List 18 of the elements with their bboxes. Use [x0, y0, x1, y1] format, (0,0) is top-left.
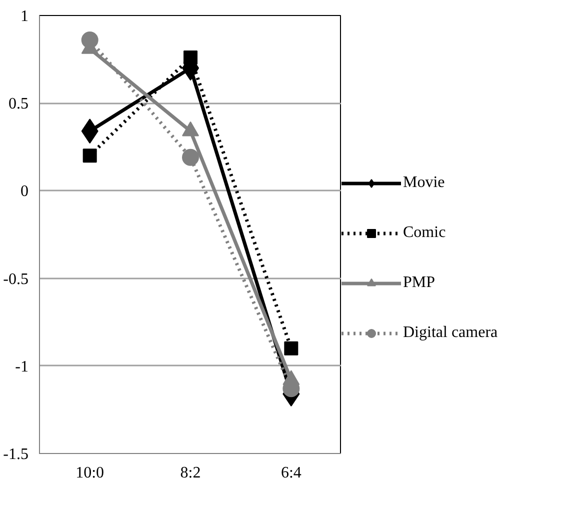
y-tick-label: -1.5: [3, 446, 28, 463]
y-tick-label: 1: [20, 8, 28, 25]
point: [81, 32, 98, 49]
x-tick-label: 10:0: [76, 464, 104, 482]
point: [182, 148, 199, 166]
point: [82, 148, 97, 163]
legend-label: Movie: [403, 174, 445, 192]
y-tick-label: 0: [20, 183, 28, 200]
x-tick-label: 6:4: [280, 464, 302, 482]
point: [184, 50, 198, 65]
x-tick-label: 8:2: [180, 464, 201, 482]
y-tick-label: -0.5: [3, 270, 28, 288]
legend-label: Digital camera: [403, 324, 498, 342]
y-tick-label: 0.5: [8, 96, 28, 113]
legend-label: PMP: [403, 274, 436, 292]
legend-label: Comic: [403, 224, 446, 242]
y-tick-label: -1: [15, 358, 28, 376]
point: [284, 341, 298, 356]
